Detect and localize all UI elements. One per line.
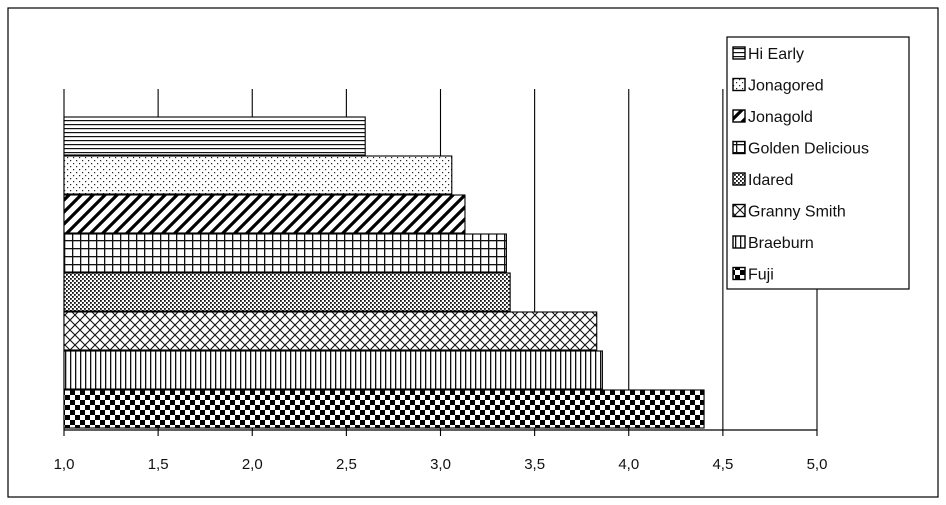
x-tick-label: 4,5 (712, 456, 733, 473)
legend-swatch (732, 46, 746, 60)
legend: Hi Early Jonagored Jonagold Golden Deliciou… (726, 36, 910, 290)
bar-hi-early (63, 116, 366, 156)
x-tick-label: 3,5 (524, 456, 545, 473)
x-tick-label: 3,0 (430, 456, 451, 473)
bar-jonagored (63, 155, 453, 195)
legend-swatch (732, 109, 746, 123)
legend-swatch (732, 172, 746, 186)
x-tick-label: 1,0 (54, 456, 75, 473)
bar-fuji (63, 389, 705, 429)
bar-braeburn (63, 350, 603, 390)
legend-label: Granny Smith (748, 204, 846, 221)
legend-label: Jonagold (748, 109, 813, 126)
legend-label: Braeburn (748, 235, 814, 252)
legend-swatch (732, 77, 746, 92)
x-tick-label: 2,5 (336, 456, 357, 473)
legend-label: Hi Early (748, 46, 804, 63)
x-axis (63, 429, 818, 436)
legend-label: Idared (748, 172, 793, 189)
bars (63, 116, 705, 429)
legend-swatch (732, 266, 746, 281)
bar-golden-delicious (63, 233, 507, 273)
legend-label: Jonagored (748, 78, 824, 95)
legend-swatch (732, 235, 746, 249)
x-tick-labels: 1,0 1,5 2,0 2,5 3,0 3,5 4,0 4,5 5,0 (54, 456, 828, 473)
bar-granny-smith (63, 311, 598, 351)
bar-jonagold (63, 194, 466, 234)
legend-label: Fuji (748, 267, 774, 284)
bar-idared (63, 272, 511, 312)
x-tick-label: 5,0 (807, 456, 828, 473)
legend-swatch (732, 203, 746, 218)
legend-box (726, 36, 910, 290)
x-tick-label: 2,0 (242, 456, 263, 473)
x-tick-label: 4,0 (618, 456, 639, 473)
legend-swatch (732, 140, 746, 155)
legend-label: Golden Delicious (748, 141, 869, 158)
x-tick-label: 1,5 (148, 456, 169, 473)
